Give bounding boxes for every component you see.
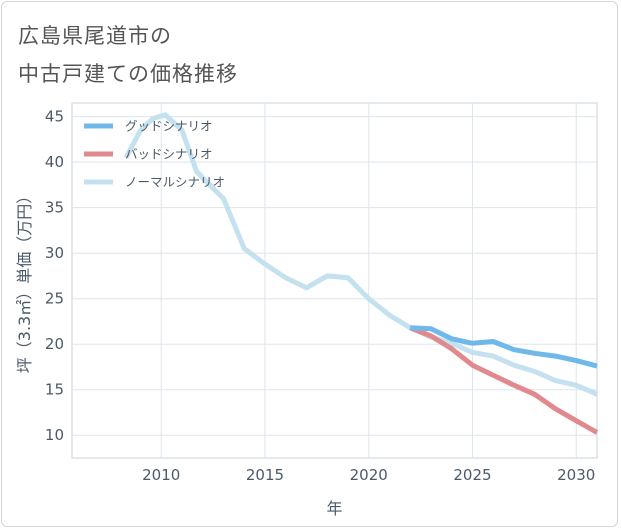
y-tick-label: 10 bbox=[45, 426, 64, 444]
x-tick-label: 2025 bbox=[453, 466, 491, 484]
y-tick-label: 40 bbox=[45, 153, 64, 171]
y-tick-label: 45 bbox=[45, 108, 64, 126]
legend-label-0: グッドシナリオ bbox=[125, 119, 213, 134]
x-tick-label: 2015 bbox=[246, 466, 284, 484]
series-line-0 bbox=[410, 325, 598, 369]
y-tick-label: 20 bbox=[45, 335, 64, 353]
y-tick-label: 15 bbox=[45, 381, 64, 399]
chart-title-line1: 広島県尾道市の bbox=[18, 24, 172, 48]
y-tick-label: 25 bbox=[45, 290, 64, 308]
y-tick-label: 35 bbox=[45, 199, 64, 217]
chart-title-line2: 中古戸建ての価格推移 bbox=[18, 62, 238, 86]
plot-area bbox=[123, 112, 599, 435]
x-tick-label: 2020 bbox=[350, 466, 388, 484]
legend-label-2: ノーマルシナリオ bbox=[125, 175, 225, 190]
y-tick-label: 30 bbox=[45, 244, 64, 262]
series-line-2 bbox=[123, 112, 599, 397]
y-axis-label: 坪（3.3㎡）単価（万円） bbox=[15, 188, 34, 373]
grid-lines bbox=[71, 102, 598, 459]
x-tick-label: 2010 bbox=[142, 466, 180, 484]
legend-label-1: バッドシナリオ bbox=[125, 147, 213, 162]
series-line-1 bbox=[409, 325, 599, 435]
x-tick-label: 2030 bbox=[557, 466, 595, 484]
plot-frame bbox=[71, 102, 598, 459]
x-axis-label: 年 bbox=[326, 499, 342, 518]
